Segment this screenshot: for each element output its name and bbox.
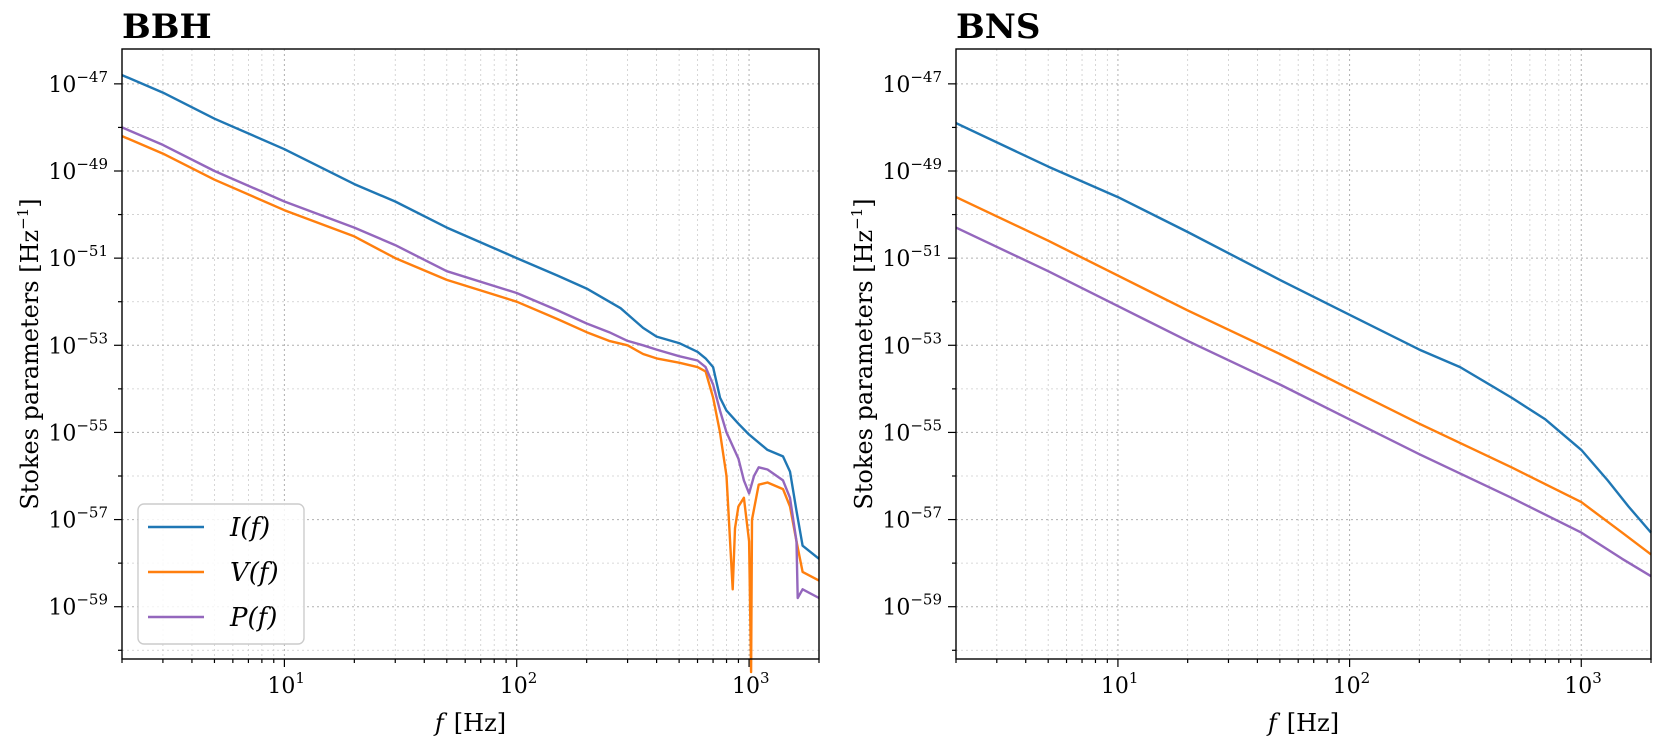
bbh-panel: BBH 101 102 103 10−47 10−49 10−51 10−53 … <box>14 7 820 737</box>
legend-label-p: P(f) <box>229 603 277 633</box>
bbh-ytick-label: 10−55 <box>48 416 108 446</box>
bbh-axes-frame <box>121 48 820 660</box>
bns-ytick-label: 10−55 <box>882 416 942 446</box>
bns-series-i <box>955 122 1652 534</box>
bbh-x-axis-label: f [Hz] <box>433 709 506 737</box>
bbh-series-v <box>121 134 820 674</box>
bns-y-axis-label: Stokes parameters [Hz−1] <box>848 198 878 509</box>
bns-panel: BNS 101 102 103 10−47 10−49 10−51 10−53 … <box>848 7 1652 737</box>
bbh-title: BBH <box>122 7 212 47</box>
bbh-ytick-label: 10−51 <box>48 242 108 272</box>
legend-box <box>137 503 305 645</box>
bbh-xtick-label: 103 <box>732 669 770 699</box>
bns-title: BNS <box>956 7 1040 47</box>
bns-xtick-label: 103 <box>1564 669 1602 699</box>
bns-xtick-label: 102 <box>1333 669 1371 699</box>
bbh-ytick-label: 10−59 <box>48 591 108 621</box>
bbh-ytick-label: 10−49 <box>48 155 108 185</box>
bns-ytick-label: 10−49 <box>882 155 942 185</box>
bbh-ytick-labels: 10−47 10−49 10−51 10−53 10−55 10−57 10−5… <box>48 68 108 621</box>
bns-series-p <box>955 226 1652 578</box>
bbh-y-axis-label: Stokes parameters [Hz−1] <box>14 198 44 509</box>
bns-series <box>955 122 1652 578</box>
bns-xtick-labels: 101 102 103 <box>1101 669 1602 699</box>
bns-ticks <box>948 83 1652 667</box>
bns-x-axis-label: f [Hz] <box>1266 709 1339 737</box>
bbh-xtick-label: 101 <box>267 669 305 699</box>
bbh-ytick-label: 10−53 <box>48 329 108 359</box>
legend-label-i: I(f) <box>229 513 270 543</box>
bns-ytick-label: 10−47 <box>882 68 942 98</box>
bns-ytick-label: 10−53 <box>882 329 942 359</box>
bns-ytick-label: 10−51 <box>882 242 942 272</box>
bns-ytick-labels: 10−47 10−49 10−51 10−53 10−55 10−57 10−5… <box>882 68 942 621</box>
bbh-xtick-labels: 101 102 103 <box>267 669 769 699</box>
bbh-ytick-label: 10−57 <box>48 504 108 534</box>
bns-axes-frame <box>955 48 1652 660</box>
bbh-series-p <box>121 126 820 600</box>
bns-xtick-label: 101 <box>1101 669 1139 699</box>
legend: I(f) V(f) P(f) <box>137 503 305 645</box>
bbh-grid <box>121 49 820 659</box>
bns-series-v <box>955 196 1652 556</box>
bns-grid <box>955 49 1652 659</box>
bbh-ytick-label: 10−47 <box>48 68 108 98</box>
bns-ytick-label: 10−59 <box>882 591 942 621</box>
legend-label-v: V(f) <box>230 558 279 588</box>
bbh-series <box>121 73 820 674</box>
bbh-series-i <box>121 73 820 560</box>
bns-ytick-label: 10−57 <box>882 504 942 534</box>
bbh-xtick-label: 102 <box>500 669 538 699</box>
bbh-ticks <box>114 83 820 667</box>
